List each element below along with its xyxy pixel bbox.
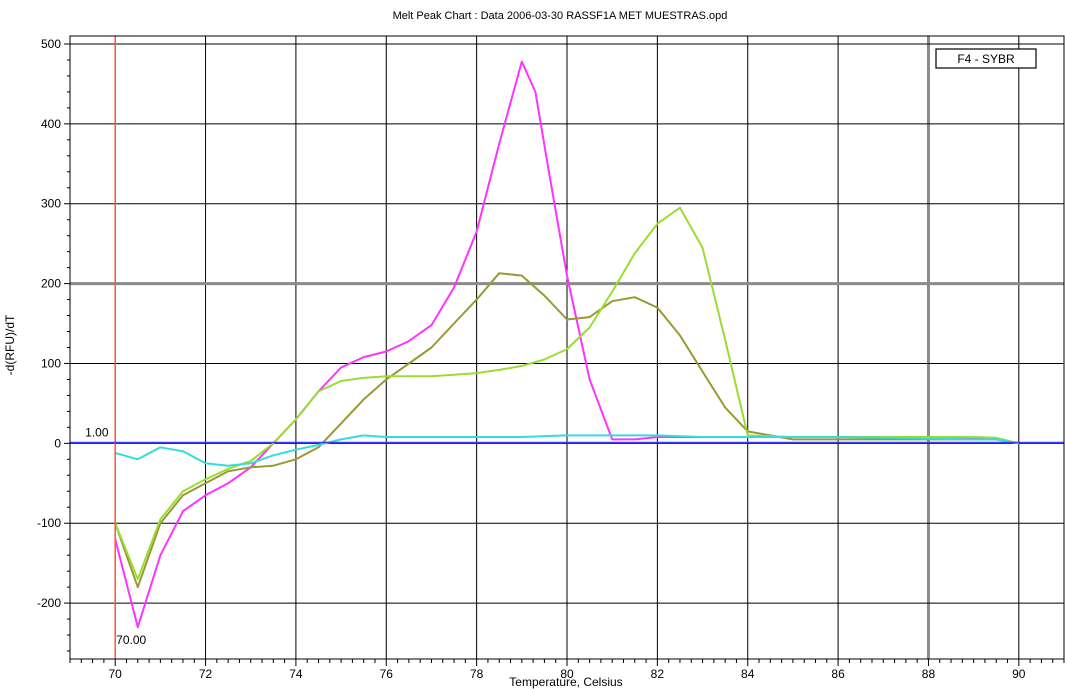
series-line-4 <box>114 434 1019 467</box>
x-tick-label: 88 <box>922 667 936 681</box>
y-tick-label: 0 <box>54 436 61 450</box>
y-tick-label: 100 <box>41 356 61 370</box>
y-axis-label: -d(RFU)/dT <box>3 314 17 375</box>
x-tick-label: 80 <box>560 667 574 681</box>
legend-label: F4 - SYBR <box>957 52 1015 66</box>
grid <box>70 36 1064 659</box>
series-lines <box>114 60 1020 629</box>
x-tick-label: 76 <box>380 667 394 681</box>
x-tick-label: 78 <box>470 667 484 681</box>
y-tick-label: 500 <box>41 37 61 51</box>
x-axis-label: Temperature, Celsius <box>509 675 622 689</box>
chart-title: Melt Peak Chart : Data 2006-03-30 RASSF1… <box>393 10 728 22</box>
cursor-x-label: 70.00 <box>116 633 146 647</box>
x-tick-label: 90 <box>1012 667 1026 681</box>
cursor-y-label: 1.00 <box>85 426 109 440</box>
x-tick-label: 70 <box>109 667 123 681</box>
legend-box <box>935 48 1037 69</box>
legend: F4 - SYBR <box>935 48 1037 69</box>
y-tick-label: 200 <box>41 277 61 291</box>
series-line-2 <box>114 272 1019 589</box>
y-tick-label: 400 <box>41 117 61 131</box>
y-tick-label: -100 <box>37 516 61 530</box>
x-tick-label: 86 <box>831 667 845 681</box>
cursor-lines[interactable]: 1.00 70.00 <box>70 36 1064 659</box>
y-tick-label: 300 <box>41 197 61 211</box>
x-tick-label: 84 <box>741 667 755 681</box>
x-tick-label: 82 <box>651 667 665 681</box>
axes: 70 72 74 76 78 80 82 84 86 88 90 -200 -100 0 100 200 300… <box>37 37 1065 681</box>
x-tick-label: 74 <box>289 667 303 681</box>
y-tick-label: -200 <box>37 596 61 610</box>
x-tick-label: 72 <box>199 667 213 681</box>
